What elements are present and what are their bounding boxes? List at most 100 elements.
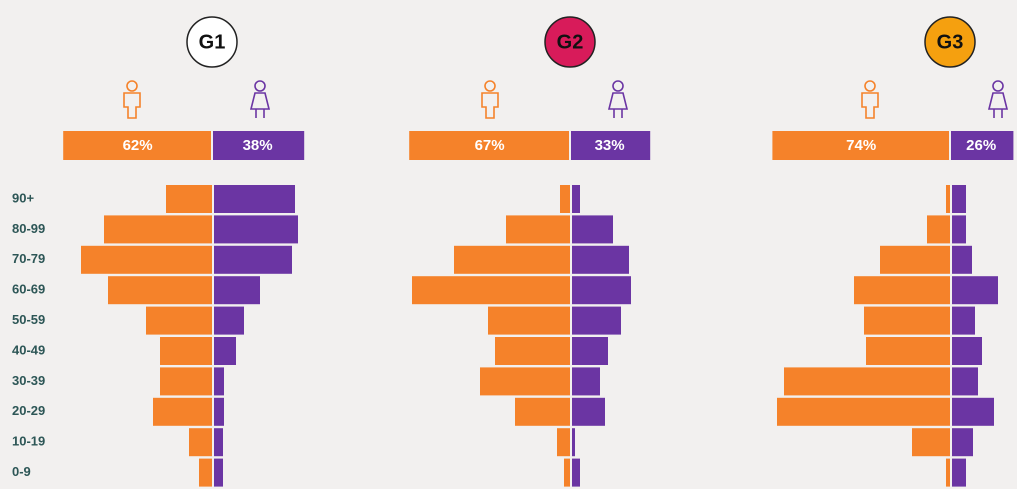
female-bar: [952, 367, 978, 396]
age-label: 90+: [12, 190, 34, 205]
icon-head: [864, 80, 876, 92]
female-bar: [572, 337, 608, 365]
icon-body: [481, 92, 499, 119]
female-icon: [987, 80, 1009, 118]
group-badge: [544, 16, 596, 68]
share-bar: [213, 131, 305, 160]
male-bar: [506, 215, 570, 244]
male-bar: [199, 458, 212, 487]
female-bar: [572, 276, 631, 305]
male-bar: [864, 306, 950, 335]
age-label: 50-59: [12, 312, 45, 327]
icon-body: [249, 92, 271, 118]
age-label: 0-9: [12, 464, 31, 479]
female-bar: [572, 458, 580, 487]
male-bar: [160, 337, 212, 365]
male-bar: [946, 458, 950, 487]
male-bar: [454, 245, 570, 274]
female-bar: [572, 428, 575, 457]
male-bar: [146, 306, 212, 335]
share-label: 26%: [966, 137, 996, 154]
female-bar: [214, 458, 223, 487]
age-label: 40-49: [12, 342, 45, 357]
age-label: 20-29: [12, 403, 45, 418]
group-badge: [924, 16, 976, 68]
male-bar: [946, 185, 950, 213]
age-label: 30-39: [12, 373, 45, 388]
female-bar: [952, 276, 998, 305]
icon-body: [987, 92, 1009, 118]
female-bar: [952, 397, 994, 426]
male-bar: [488, 306, 570, 335]
male-bar: [880, 245, 950, 274]
group-title: G2: [557, 31, 584, 53]
female-bar: [214, 367, 224, 396]
age-label: 10-19: [12, 434, 45, 449]
male-bar: [564, 458, 570, 487]
male-bar: [412, 276, 570, 305]
male-bar: [912, 428, 950, 457]
female-bar: [952, 185, 966, 213]
icon-body: [123, 92, 141, 119]
age-label: 80-99: [12, 221, 45, 236]
female-bar: [572, 245, 629, 274]
share-label: 33%: [595, 137, 625, 154]
female-bar: [952, 428, 973, 457]
icon-body: [861, 92, 879, 119]
icon-head: [612, 80, 624, 92]
male-bar: [104, 215, 212, 244]
male-bar: [108, 276, 212, 305]
female-bar: [572, 367, 600, 396]
share-label: 38%: [243, 137, 273, 154]
male-bar: [557, 428, 570, 457]
share-bar: [571, 131, 651, 160]
female-bar: [214, 245, 292, 274]
female-bar: [214, 306, 244, 335]
share-bar: [63, 131, 212, 160]
share-bar: [409, 131, 569, 160]
female-bar: [214, 276, 260, 305]
male-bar: [189, 428, 212, 457]
age-label: 60-69: [12, 282, 45, 297]
icon-head: [254, 80, 266, 92]
male-bar: [153, 397, 212, 426]
female-bar: [214, 337, 236, 365]
male-icon: [481, 80, 499, 119]
male-bar: [81, 245, 212, 274]
age-label: 70-79: [12, 251, 45, 266]
male-bar: [160, 367, 212, 396]
female-bar: [952, 215, 966, 244]
male-bar: [495, 337, 570, 365]
female-bar: [572, 185, 580, 213]
female-bar: [952, 337, 982, 365]
male-bar: [866, 337, 950, 365]
female-bar: [952, 306, 975, 335]
icon-head: [126, 80, 138, 92]
female-bar: [572, 306, 621, 335]
female-bar: [214, 215, 298, 244]
group-title: G3: [937, 31, 964, 53]
female-bar: [214, 397, 224, 426]
female-bar: [214, 185, 295, 213]
male-bar: [515, 397, 570, 426]
icon-head: [992, 80, 1004, 92]
icon-head: [484, 80, 496, 92]
male-bar: [560, 185, 570, 213]
share-bar: [951, 131, 1014, 160]
male-bar: [166, 185, 212, 213]
share-bar: [772, 131, 949, 160]
male-bar: [927, 215, 950, 244]
female-bar: [214, 428, 223, 457]
group-title: G1: [199, 31, 226, 53]
female-icon: [607, 80, 629, 118]
male-bar: [480, 367, 570, 396]
female-bar: [572, 397, 605, 426]
female-bar: [952, 458, 966, 487]
male-icon: [123, 80, 141, 119]
share-label: 67%: [475, 137, 505, 154]
female-bar: [572, 215, 613, 244]
group-badge: [186, 16, 238, 68]
female-bar: [952, 245, 972, 274]
male-bar: [784, 367, 950, 396]
